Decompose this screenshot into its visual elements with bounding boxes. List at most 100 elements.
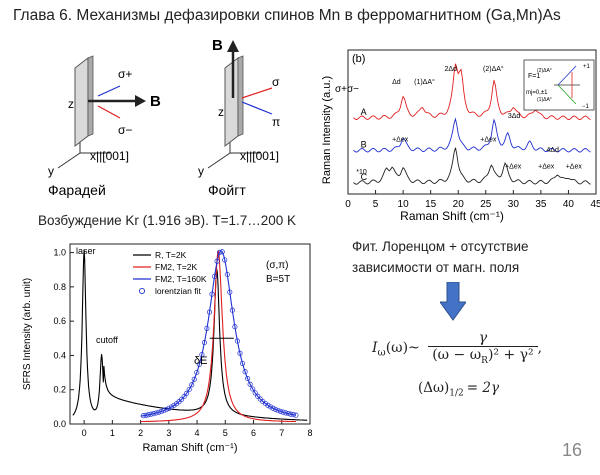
sample-plate [224,56,239,148]
peak-annotation: +Δex [392,136,409,143]
fit-marker [278,408,284,414]
fit-marker [153,410,159,416]
y-axis-label: SFRS Intensity (arb. unit) [22,278,33,390]
peak-annotation: (1)ΔA° [414,78,435,86]
x-tick-label: 20 [453,199,465,210]
series-line-fm2-2k [140,250,296,423]
formula-lhs: I [372,339,378,356]
formula-denominator: (ω − ωR)² + γ² [432,347,534,366]
series-label: C [361,172,368,182]
axis-y-label: y [198,164,204,178]
x-axis-label: Raman Shift (cm⁻¹) [400,209,504,223]
x-tick-label: 8 [307,428,312,438]
plot-frame [69,243,311,425]
fit-marker [275,407,281,414]
fit-marker [224,271,230,278]
peak-annotation: +Δex [566,163,583,170]
fit-marker [140,413,146,419]
x-tick-label: 4 [195,428,200,438]
plot-frame [347,49,597,195]
voigt-label: Фойгт [208,182,246,198]
polarization-label: (σ,π) [266,260,289,271]
inset-level-label: F=1 [528,73,540,80]
x-tick-label: 15 [425,199,437,210]
fit-marker [166,405,172,411]
raman-chart: Raman Intensity (a.u.) Raman Shift (cm⁻¹… [321,49,600,223]
y-tick-label: 1.0 [53,248,66,258]
x-tick-label: 7 [279,428,284,438]
peak-annotation: Δd [392,79,401,86]
fit-marker [217,249,223,255]
sigma-plus-arrow [97,85,121,97]
inset-delta1: (1)ΔA° [537,97,552,103]
sigma-minus-arrow [97,105,121,119]
cutoff-label: cutoff [96,335,118,345]
fit-marker [145,412,152,418]
plot-area: 0 1 2 3 4 5 6 7 8 0.0 0.2 0.4 0.6 0.8 1.0 [53,243,313,438]
x-tick-label: 0 [345,199,351,210]
series-line-r [72,249,308,421]
pi-label: π [272,115,280,129]
sfrs-chart: SFRS Intensity (arb. unit) Raman Shift (… [22,243,313,454]
legend-entry: lorentzian fit [155,286,201,296]
fit-marker [143,412,149,418]
geometry-diagram: σ+ σ− B z y x||[001] Фарадей B σ π z y x… [48,38,280,198]
sigma-plus-label: σ+ [118,67,132,81]
legend-entry: FM2, T=2K [155,262,197,272]
fit-marker [222,257,228,263]
fit-marker [178,396,185,402]
down-arrow-icon [440,282,466,321]
fit-marker [247,381,253,387]
fit-marker [156,409,162,415]
fit-marker [206,309,213,315]
sigma-arrow [241,87,273,99]
slide-title: Глава 6. Механизмы дефазировки спинов Mn… [13,7,561,24]
fit-marker [245,376,251,382]
x-tick-label: 2 [138,428,143,438]
peak-annotation: *10 [356,169,367,176]
y-tick-label: 0.6 [53,316,66,326]
plot-area: 0 5 10 15 20 25 30 35 40 45 A B C Δd (1)ΔA° 2Δd (2)ΔA° 3Δ… [345,49,600,210]
fit-marker [158,408,164,415]
fit-marker [285,411,291,417]
legend-entry: FM2, T=160K [155,274,207,284]
fit-marker [219,249,225,255]
panel-label: (b) [352,53,365,65]
fit-marker [237,350,243,356]
inset-mj-label: mj=0,±1 [526,90,548,96]
series-line [353,63,591,121]
y-tick-label: 0.4 [53,350,66,360]
x-tick-label: 35 [535,199,547,210]
lorentzian-formula: Iω(ω)~ γ (ω − ωR)² + γ² , [372,330,542,366]
fit-marker [242,369,248,375]
fit-marker [255,393,261,399]
inset: F=1 mj=0,±1 (1)ΔA° (2)ΔA° +1 −1 [523,59,595,111]
voigt-geometry: B σ π z y x||[001] Фойгт [198,38,280,198]
peak-annotation: +Δex [538,163,555,170]
faraday-geometry: σ+ σ− B z y x||[001] Фарадей [48,55,161,198]
x-tick-label: 10 [398,199,410,210]
inset-plus-one: +1 [583,64,591,70]
fit-marker [168,404,174,410]
axis-y-label: y [48,164,54,178]
sigma-minus-label: σ− [118,123,132,137]
excitation-note: Возбуждение Kr (1.916 эВ). T=1.7…200 K [38,213,297,228]
peak-annotation: 3Δd [508,113,521,120]
formula-fraction: γ (ω − ωR)² + γ² [428,330,538,366]
sample-plate [74,56,89,148]
fit-marker [290,412,296,418]
fit-marker [283,410,289,416]
fit-marker [267,404,274,410]
field-label: B [212,38,223,54]
field-label: B=5T [266,274,290,285]
fit-marker [201,340,207,346]
axis-z-label: z [218,105,224,119]
x-tick-label: 6 [251,428,256,438]
axis-z-label: z [68,97,74,111]
legend: R, T=2K FM2, T=2K FM2, T=160K lorentzian… [133,250,207,296]
series-label: B [361,139,367,149]
delta-e-label: δE [194,355,207,367]
sigma-label: σ [272,75,280,89]
fit-marker [196,361,202,367]
width-formula: (Δω)1/2 = 2γ [418,380,500,399]
